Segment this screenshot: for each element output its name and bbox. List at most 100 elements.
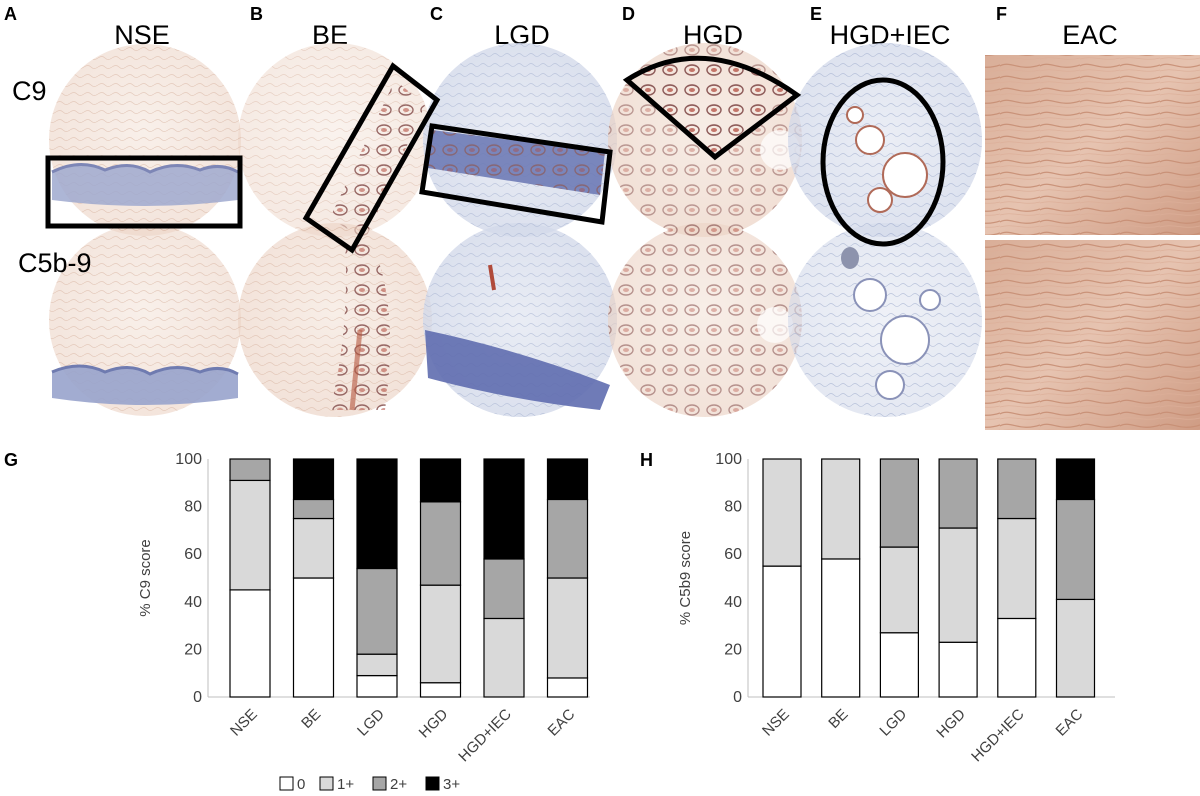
bar-segment-hgd-2plus xyxy=(419,501,462,586)
y-tick-label: 0 xyxy=(733,689,742,706)
y-tick-label: 60 xyxy=(184,546,202,563)
bar-segment-hgd-3plus xyxy=(419,458,462,503)
x-tick-label: LGD xyxy=(354,706,388,740)
bar-segment-eac-3plus xyxy=(1055,458,1096,501)
panel-headers: A NSE B BE C LGD D HGD E HGD+IEC F EAC xyxy=(4,4,1118,50)
x-tick-label: LGD xyxy=(876,706,910,740)
x-tick-label: NSE xyxy=(227,706,261,740)
bar-segment-be-1plus xyxy=(821,458,861,560)
micrographs xyxy=(45,43,1200,430)
legend-swatch xyxy=(372,776,387,791)
bar-segment-hgd-iec-1plus xyxy=(997,517,1037,620)
bar-segment-nse-1plus xyxy=(762,458,802,567)
bar-segment-nse-0 xyxy=(762,565,802,698)
bar-segment-eac-2plus xyxy=(1055,498,1096,601)
region-sector-hgd xyxy=(622,55,802,161)
x-tick-label: BE xyxy=(825,706,851,732)
bar-segment-lgd-2plus xyxy=(356,567,398,655)
region-box-be xyxy=(302,62,441,254)
legend: 0 1+ 2+ 3+ xyxy=(279,776,460,793)
bar-segment-be-0 xyxy=(821,558,861,698)
bar-segment-hgd-0 xyxy=(419,682,462,698)
bar-segment-lgd-3plus xyxy=(356,458,398,570)
y-tick-label: 20 xyxy=(724,641,742,658)
bar-segment-be-3plus xyxy=(292,458,335,501)
bar-segment-eac-1plus xyxy=(1055,598,1096,698)
y-tick-label: 40 xyxy=(184,594,202,611)
micrograph-nse-c9 xyxy=(49,44,241,236)
panel-letter-h: H xyxy=(640,450,653,470)
bar-segment-hgd-1plus xyxy=(419,584,462,684)
micrograph-hgd-iec-c5b9 xyxy=(788,223,982,417)
micrograph-nse-c5b9 xyxy=(49,224,241,416)
panel-letter-c: C xyxy=(430,4,443,24)
y-tick-label: 100 xyxy=(715,451,742,468)
bar-segment-hgd-iec-2plus xyxy=(997,458,1037,520)
bar-segment-hgd-2plus xyxy=(938,458,978,529)
bar-segment-hgd-iec-2plus xyxy=(483,558,525,620)
row-label-c5b9: C5b-9 xyxy=(18,248,92,278)
x-tick-label: HGD xyxy=(416,706,452,742)
bar-segment-eac-3plus xyxy=(546,458,589,501)
panel-letter-d: D xyxy=(622,4,635,24)
bar-segment-lgd-1plus xyxy=(879,546,920,634)
y-tick-label: 0 xyxy=(193,689,202,706)
micrograph-eac-c5b9 xyxy=(985,240,1200,430)
micrograph-hgd-c9 xyxy=(608,43,802,237)
bar-segment-nse-2plus xyxy=(229,458,271,482)
bar-segment-hgd-iec-0 xyxy=(997,617,1037,698)
bar-segment-lgd-2plus xyxy=(879,458,920,548)
chart-c5b9-score: 0 20 40 60 80 100 % C5b9 score NSE BE LGD HGD HGD+I… xyxy=(677,451,1115,765)
micrograph-eac-c9 xyxy=(985,55,1200,235)
x-tick-label: HGD+IEC xyxy=(455,706,515,766)
bar-segment-hgd-iec-1plus xyxy=(483,617,525,698)
panel-letter-b: B xyxy=(250,4,263,24)
y-axis-label: % C9 score xyxy=(137,539,154,617)
bar-segment-be-2plus xyxy=(292,498,335,520)
legend-swatch xyxy=(425,776,440,791)
bar-segment-eac-0 xyxy=(546,677,589,698)
y-tick-label: 100 xyxy=(175,451,202,468)
y-tick-label: 60 xyxy=(724,546,742,563)
y-tick-label: 80 xyxy=(724,499,742,516)
y-tick-label: 20 xyxy=(184,641,202,658)
x-tick-label: HGD xyxy=(933,706,969,742)
y-axis-label: % C5b9 score xyxy=(677,531,694,625)
bar-segment-hgd-1plus xyxy=(938,527,978,643)
bar-segment-be-0 xyxy=(292,577,335,698)
bar-segment-eac-2plus xyxy=(546,498,589,579)
bar-segment-lgd-0 xyxy=(356,674,398,698)
bar-segment-hgd-iec-3plus xyxy=(483,458,525,560)
x-tick-label: EAC xyxy=(544,706,578,740)
legend-label: 3+ xyxy=(443,776,460,793)
x-tick-label: BE xyxy=(298,706,324,732)
x-tick-label: EAC xyxy=(1052,706,1086,740)
legend-swatch xyxy=(279,776,294,791)
legend-label: 1+ xyxy=(337,776,354,793)
row-label-c9: C9 xyxy=(12,76,47,106)
region-outlines xyxy=(45,55,946,254)
legend-label: 0 xyxy=(297,776,305,793)
panel-letter-f: F xyxy=(996,4,1007,24)
legend-swatch xyxy=(319,776,334,791)
x-tick-label: HGD+IEC xyxy=(968,706,1028,766)
chart-c9-score: 0 20 40 60 80 100 % C9 score NSE BE LGD HGD HGD+IEC… xyxy=(137,451,590,765)
panel-title-eac: EAC xyxy=(1062,20,1118,50)
bar-segment-lgd-1plus xyxy=(356,653,398,677)
region-ellipse-hgd-iec xyxy=(820,77,946,247)
region-box-nse xyxy=(45,155,243,229)
micrograph-hgd-c5b9 xyxy=(608,223,802,417)
bar-segment-eac-1plus xyxy=(546,577,589,679)
bar-segment-lgd-0 xyxy=(879,632,920,698)
bar-segment-nse-1plus xyxy=(229,479,271,591)
panel-letter-g: G xyxy=(4,450,18,470)
bar-segment-be-1plus xyxy=(292,517,335,579)
region-box-lgd xyxy=(419,123,613,225)
x-tick-label: NSE xyxy=(759,706,793,740)
panel-letter-a: A xyxy=(4,4,17,24)
panel-letter-e: E xyxy=(810,4,822,24)
legend-label: 2+ xyxy=(390,776,407,793)
bar-segment-hgd-0 xyxy=(938,641,978,698)
y-tick-label: 40 xyxy=(724,594,742,611)
